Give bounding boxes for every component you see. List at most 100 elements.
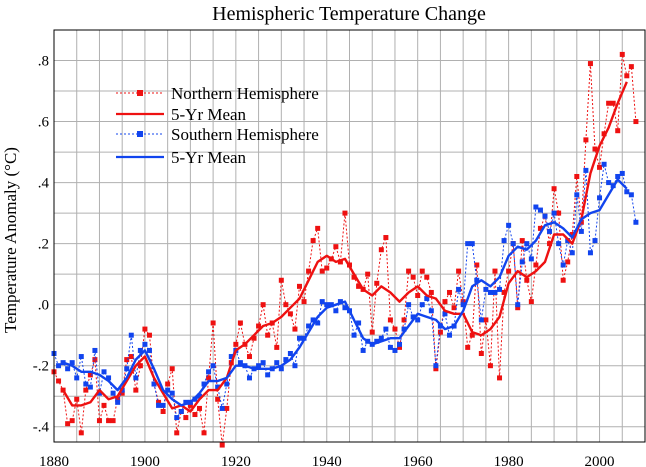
x-tick-label: 1940	[312, 454, 342, 467]
data-point	[528, 256, 534, 262]
data-point	[478, 317, 484, 323]
data-point	[310, 317, 316, 323]
data-point	[401, 326, 407, 332]
data-point	[215, 384, 221, 390]
data-point	[283, 357, 289, 363]
data-point	[224, 381, 230, 387]
data-point	[306, 323, 312, 329]
data-point	[146, 347, 152, 353]
data-point	[69, 360, 75, 366]
legend-marker-north	[137, 90, 143, 96]
data-point	[106, 375, 112, 381]
data-point	[506, 222, 512, 228]
data-point	[501, 289, 507, 295]
data-point	[156, 399, 162, 405]
data-point	[87, 384, 93, 390]
legend-entry-north: Northern Hemisphere	[116, 84, 319, 103]
y-tick-label: .4	[38, 176, 50, 192]
data-point	[419, 302, 425, 308]
data-point	[551, 186, 557, 192]
data-point	[383, 326, 389, 332]
data-point	[456, 286, 462, 292]
data-point	[137, 347, 143, 353]
legend-label-north: Northern Hemisphere	[171, 84, 319, 103]
data-point	[628, 64, 634, 70]
data-point	[592, 146, 598, 152]
data-point	[301, 299, 307, 305]
data-point	[65, 366, 71, 372]
data-point	[542, 213, 548, 219]
data-point	[474, 277, 480, 283]
data-point	[265, 332, 271, 338]
data-point	[192, 412, 198, 418]
data-point	[519, 238, 525, 244]
data-point	[469, 332, 475, 338]
data-point	[397, 344, 403, 350]
data-point	[319, 299, 325, 305]
data-point	[333, 244, 339, 250]
data-point	[60, 360, 66, 366]
data-point	[356, 283, 362, 289]
data-point	[592, 238, 598, 244]
data-point	[483, 317, 489, 323]
data-point	[110, 390, 116, 396]
data-point	[165, 381, 171, 387]
data-point	[497, 286, 503, 292]
x-tick-label: 1980	[494, 454, 524, 467]
data-point	[219, 405, 225, 411]
data-point	[624, 73, 630, 79]
data-point	[565, 259, 571, 265]
data-point	[515, 302, 521, 308]
chart-title: Hemispheric Temperature Change	[212, 3, 486, 25]
data-point	[406, 268, 412, 274]
data-point	[397, 341, 403, 347]
data-point	[551, 210, 557, 216]
data-point	[378, 247, 384, 253]
data-point	[392, 326, 398, 332]
data-point	[419, 268, 425, 274]
y-tick-label: -.2	[33, 359, 49, 375]
data-point	[178, 408, 184, 414]
data-point	[537, 207, 543, 213]
data-point	[560, 277, 566, 283]
data-point	[87, 372, 93, 378]
data-point	[83, 381, 89, 387]
data-point	[492, 289, 498, 295]
data-point	[146, 332, 152, 338]
data-point	[601, 161, 607, 167]
data-point	[556, 241, 562, 247]
data-point	[206, 375, 212, 381]
legend-entry-south: Southern Hemisphere	[116, 125, 319, 144]
data-point	[628, 192, 634, 198]
data-point	[519, 259, 525, 265]
data-point	[410, 314, 416, 320]
data-point	[428, 289, 434, 295]
data-point	[101, 369, 107, 375]
data-point	[65, 421, 71, 427]
data-point	[260, 302, 266, 308]
data-point	[74, 375, 80, 381]
data-point	[106, 418, 112, 424]
data-point	[133, 375, 139, 381]
legend-label-south: Southern Hemisphere	[171, 125, 319, 144]
data-point	[515, 305, 521, 311]
data-point	[569, 250, 575, 256]
data-point	[469, 241, 475, 247]
data-point	[451, 305, 457, 311]
data-point	[115, 396, 121, 402]
data-point	[296, 283, 302, 289]
data-point	[533, 262, 539, 268]
data-point	[351, 332, 357, 338]
data-point	[374, 280, 380, 286]
data-point	[196, 405, 202, 411]
data-point	[151, 381, 157, 387]
data-point	[283, 302, 289, 308]
data-point	[365, 271, 371, 277]
data-point	[510, 241, 516, 247]
data-point	[246, 375, 252, 381]
y-tick-label: .0	[38, 298, 49, 314]
data-point	[474, 262, 480, 268]
data-point	[142, 326, 148, 332]
data-point	[587, 61, 593, 67]
